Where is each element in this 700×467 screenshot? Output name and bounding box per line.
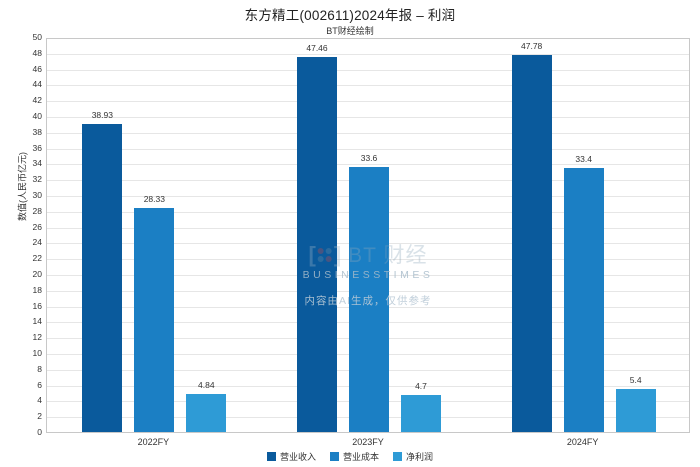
bar [401, 394, 441, 432]
bar-value-label: 47.46 [306, 43, 328, 54]
y-tick-label: 44 [32, 79, 42, 90]
y-tick-label: 0 [37, 427, 42, 437]
chart-subtitle: BT财经绘制 [326, 26, 374, 36]
gridline [47, 117, 689, 118]
y-tick-label: 22 [32, 253, 42, 264]
y-tick-label: 40 [32, 111, 42, 121]
bar [297, 57, 337, 432]
y-tick-label: 32 [32, 174, 42, 185]
legend-label: 营业成本 [342, 452, 379, 462]
legend-item[interactable]: 营业成本 [329, 450, 379, 463]
legend-label: 净利润 [406, 452, 434, 462]
chart-legend: 营业收入 营业成本 净利润 [0, 450, 700, 463]
x-tick-label: 2023FY [352, 437, 384, 447]
gridline [47, 164, 689, 166]
bar-value-label: 28.33 [143, 194, 165, 205]
legend-item[interactable]: 营业收入 [266, 450, 316, 463]
bar [511, 54, 552, 432]
y-tick-label: 42 [32, 95, 42, 106]
y-tick-label: 34 [32, 158, 42, 169]
bar [82, 124, 123, 432]
x-tick-label: 2022FY [137, 437, 170, 447]
gridline [47, 132, 689, 134]
y-tick-label: 50 [32, 32, 42, 42]
legend-swatch [266, 452, 276, 461]
y-tick-label: 4 [37, 395, 42, 406]
legend-swatch [329, 452, 339, 461]
bar-value-label: 47.78 [521, 40, 543, 51]
y-tick-label: 2 [37, 411, 42, 422]
y-tick-label: 8 [37, 363, 42, 374]
bar-value-label: 4.7 [415, 380, 427, 391]
y-tick-label: 26 [32, 221, 42, 232]
y-tick-label: 6 [37, 379, 42, 390]
gridline [47, 101, 689, 103]
plot-area: 38.93 28.33 4.84 47.46 33.6 4.7 47.78 33.4 5.4 [… [46, 38, 690, 433]
legend-swatch [393, 452, 402, 461]
y-tick-label: 20 [32, 269, 42, 279]
y-tick-label: 12 [32, 332, 42, 343]
gridline [47, 85, 689, 87]
bar [186, 393, 227, 432]
gridline [47, 53, 689, 55]
y-tick-label: 30 [32, 190, 42, 200]
bar-value-label: 4.84 [198, 379, 215, 390]
y-tick-label: 10 [32, 348, 42, 358]
bar-value-label: 33.6 [360, 152, 378, 163]
bar-value-label: 38.93 [91, 110, 113, 121]
legend-item[interactable]: 净利润 [393, 450, 433, 463]
bar-value-label: 5.4 [629, 375, 642, 386]
y-tick-label: 28 [32, 205, 42, 216]
x-tick-label: 2024FY [566, 437, 599, 447]
y-tick-label: 38 [32, 126, 42, 137]
chart-title: 东方精工(002611)2024年报 – 利润 [244, 8, 456, 23]
y-tick-label: 18 [32, 284, 42, 295]
gridline [47, 148, 689, 150]
y-tick-label: 46 [32, 63, 42, 74]
bar [563, 168, 604, 432]
y-tick-label: 24 [32, 237, 42, 248]
bar [349, 166, 389, 432]
y-tick-label: 16 [32, 300, 42, 311]
y-tick-label: 48 [32, 47, 42, 58]
y-tick-label: 36 [32, 142, 42, 153]
bar [615, 389, 656, 432]
bar [134, 208, 175, 432]
bar-value-label: 33.4 [575, 154, 592, 165]
legend-label: 营业收入 [279, 452, 316, 462]
gridline [47, 38, 689, 39]
y-tick-label: 14 [32, 316, 42, 327]
gridline [47, 69, 689, 71]
